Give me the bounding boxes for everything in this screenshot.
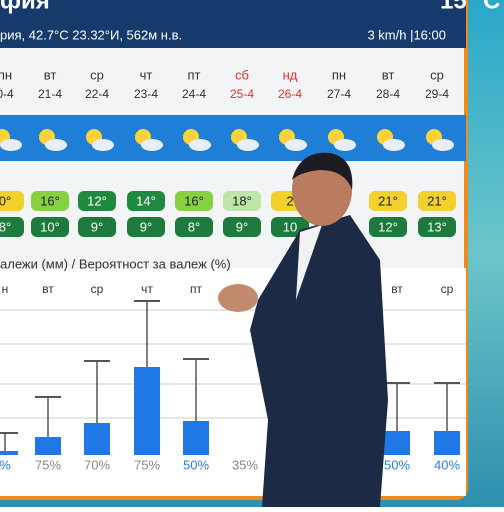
day-date: 22-4 <box>85 87 109 101</box>
cloud-icon <box>189 139 211 151</box>
precip-title: алежи (мм) / Вероятност за валеж (%) <box>0 256 231 271</box>
max-temp: 12° <box>87 193 107 208</box>
precip-day: ср <box>441 282 454 296</box>
presenter <box>218 152 388 507</box>
precip-day: чт <box>141 282 153 296</box>
day-date: 28-4 <box>376 87 400 101</box>
precip-day: ср <box>91 282 104 296</box>
day-name: пн <box>0 67 12 82</box>
hand <box>218 284 258 312</box>
probability: 50% <box>183 457 209 472</box>
precip-bar <box>434 431 460 455</box>
min-temp: 10 <box>283 219 297 234</box>
max-temp: 21° <box>427 193 447 208</box>
day-date: 0-4 <box>0 87 14 101</box>
max-temp: 14° <box>136 193 156 208</box>
precip-bar <box>384 431 410 455</box>
suit <box>250 215 388 507</box>
max-pill <box>369 191 407 211</box>
day-date: 26-4 <box>278 87 302 101</box>
precip-day: вт <box>42 282 54 296</box>
shirt <box>296 225 322 300</box>
cloud-icon <box>285 139 307 151</box>
max-pill <box>78 191 116 211</box>
max-pill <box>223 191 261 211</box>
cloud-icon <box>237 139 259 151</box>
day-name: вт <box>44 67 57 82</box>
probability: 75% <box>35 457 61 472</box>
min-temp: 9° <box>91 219 103 234</box>
precip-bar <box>0 451 18 455</box>
day-date: 29-4 <box>425 87 449 101</box>
min-pill <box>418 217 456 237</box>
min-temp: 13° <box>427 219 447 234</box>
precip-bar <box>183 421 209 455</box>
max-pill <box>418 191 456 211</box>
probability: 75% <box>134 457 160 472</box>
cloud-icon <box>92 139 114 151</box>
precip-day: н <box>2 282 9 296</box>
current-temp: 15 °C <box>440 0 500 14</box>
probability: 70% <box>84 457 110 472</box>
max-pill <box>127 191 165 211</box>
day-name: пт <box>188 67 201 82</box>
day-name: ср <box>90 67 104 82</box>
precip-bar <box>35 437 61 455</box>
day-name: ср <box>430 67 444 82</box>
day-name: пн <box>332 67 346 82</box>
cloud-icon <box>0 139 22 151</box>
day-name: чт <box>140 67 153 82</box>
precip-bar <box>84 423 110 455</box>
precip-day: пт <box>190 282 202 296</box>
min-pill <box>223 217 261 237</box>
max-temp: 0° <box>0 193 11 208</box>
hair <box>292 152 353 190</box>
min-temp: 8° <box>188 219 200 234</box>
probability: 40% <box>434 457 460 472</box>
min-pill <box>31 217 69 237</box>
wind-time: 3 km/h |16:00 <box>367 27 446 42</box>
day-name: вт <box>382 67 395 82</box>
min-pill <box>78 217 116 237</box>
max-pill <box>0 191 24 211</box>
max-temp: 16° <box>184 193 204 208</box>
cloud-icon <box>383 139 405 151</box>
day-name: сб <box>235 67 249 82</box>
max-pill <box>175 191 213 211</box>
min-pill <box>369 217 407 237</box>
precip-day: вт <box>391 282 403 296</box>
max-pill <box>31 191 69 211</box>
max-temp: 18° <box>232 193 252 208</box>
max-temp: 2 <box>286 193 293 208</box>
precip-bar <box>134 367 160 455</box>
min-pill <box>127 217 165 237</box>
day-name: нд <box>283 67 298 82</box>
min-temp: 9° <box>140 219 152 234</box>
cloud-icon <box>141 139 163 151</box>
max-temp: 21° <box>378 193 398 208</box>
min-temp: 9° <box>236 219 248 234</box>
min-pill <box>0 217 24 237</box>
probability: % <box>0 457 11 472</box>
day-date: 27-4 <box>327 87 351 101</box>
location: рия, 42.7°С 23.32°И, 562м н.в. <box>0 27 182 42</box>
day-date: 25-4 <box>230 87 254 101</box>
cloud-icon <box>334 139 356 151</box>
cloud-icon <box>45 139 67 151</box>
day-date: 24-4 <box>182 87 206 101</box>
max-temp: 16° <box>40 193 60 208</box>
min-temp: 8° <box>0 219 11 234</box>
day-date: 21-4 <box>38 87 62 101</box>
city: фия <box>0 0 50 14</box>
day-date: 23-4 <box>134 87 158 101</box>
min-temp: 10° <box>40 219 60 234</box>
cloud-icon <box>432 139 454 151</box>
min-pill <box>175 217 213 237</box>
header-band <box>0 0 466 48</box>
min-temp: 12° <box>378 219 398 234</box>
probability: 50% <box>384 457 410 472</box>
probability: 35% <box>232 457 258 472</box>
